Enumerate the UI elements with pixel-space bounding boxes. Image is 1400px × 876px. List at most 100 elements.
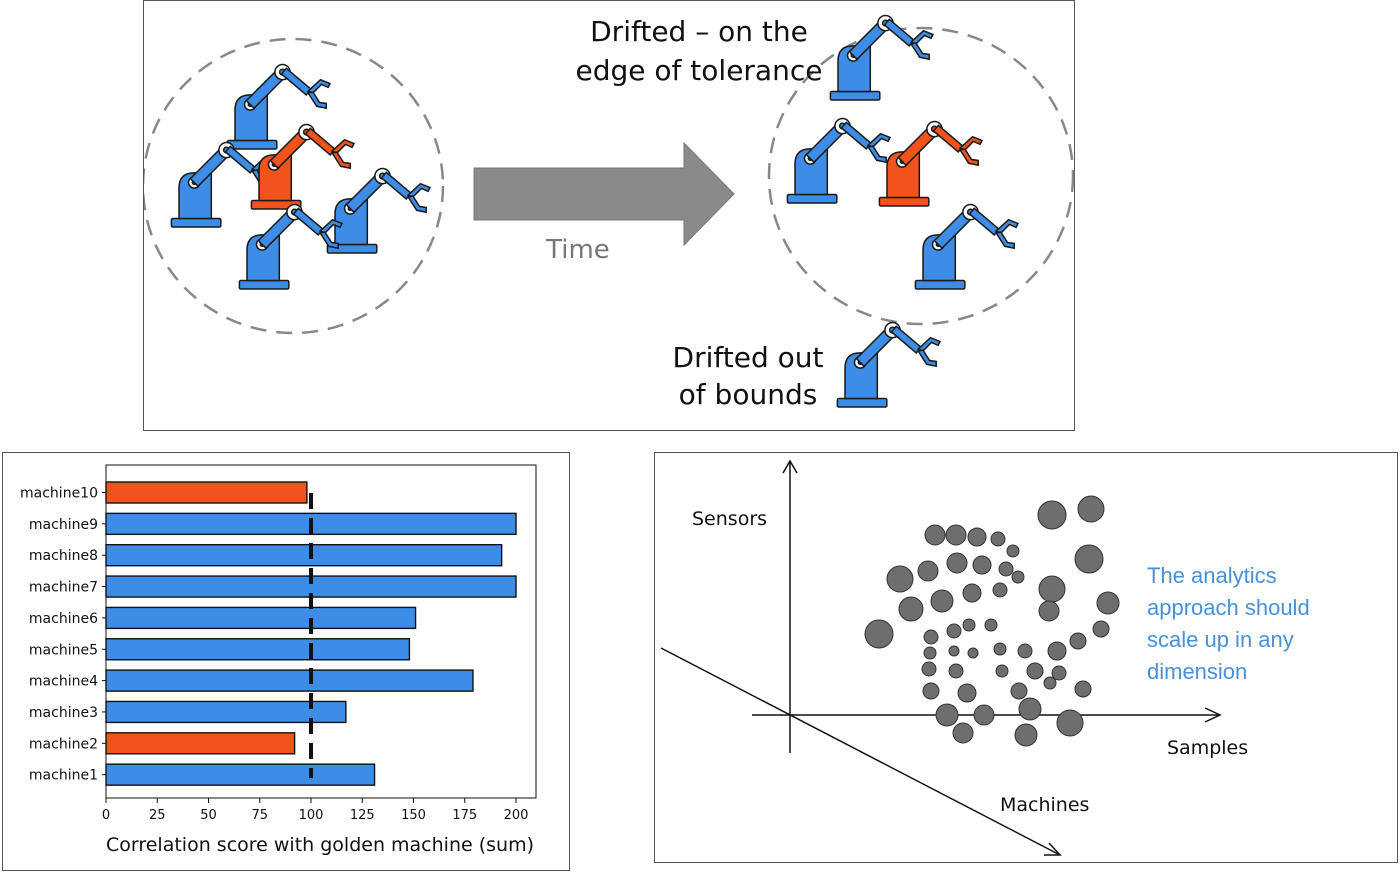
cluster-after-boundary <box>767 26 1075 326</box>
bubble <box>1074 544 1104 574</box>
bubble <box>898 596 924 622</box>
callout-line1: The analytics <box>1147 563 1277 588</box>
bubble <box>962 583 982 603</box>
machines-axis-label: Machines <box>1000 794 1089 816</box>
bubble <box>967 527 987 547</box>
bar-machine8 <box>105 543 503 567</box>
bubble <box>962 618 976 632</box>
machines-axis <box>660 647 1061 856</box>
bubble <box>1074 680 1092 698</box>
x-axis-label: Correlation score with golden machine (s… <box>106 834 534 856</box>
correlation-chart-panel: 0 25 50 75 100 125 150 175 200 machine1 machine2 m… <box>2 452 570 871</box>
tolerance-label-line1: Drifted – on the <box>590 15 808 48</box>
category-label: machine1 <box>29 768 98 784</box>
bubble <box>923 646 937 660</box>
category-label: machine4 <box>29 674 98 690</box>
x-tick-label: 125 <box>350 808 375 823</box>
bubble <box>1069 632 1087 650</box>
correlation-bar-chart: 0 25 50 75 100 125 150 175 200 machine1 machine2 m… <box>20 464 537 856</box>
plot-area <box>105 464 537 799</box>
dimensions-panel: Sensors Samples Machines The analytics a… <box>654 452 1398 863</box>
bubble <box>1092 620 1110 638</box>
category-label: machine10 <box>20 486 98 502</box>
callout-line3: scale up in any <box>1147 627 1294 652</box>
bubble <box>1006 544 1020 558</box>
bubble <box>1010 682 1028 700</box>
robot-icon <box>786 117 891 204</box>
callout-line2: approach should <box>1147 595 1310 620</box>
bubble <box>1018 697 1042 721</box>
category-label: machine3 <box>29 705 98 721</box>
bubble <box>1014 723 1038 747</box>
bubble <box>948 645 960 657</box>
tolerance-label-line2: edge of tolerance <box>576 54 823 87</box>
bubble <box>886 565 914 593</box>
bubble <box>948 663 964 679</box>
bubble <box>923 629 939 645</box>
bubble <box>1043 676 1057 690</box>
bubble <box>952 722 974 744</box>
bubble <box>945 524 967 546</box>
robot-icon <box>238 203 343 290</box>
robot-icon <box>326 167 431 254</box>
bubble <box>973 704 995 726</box>
bubble <box>992 582 1008 598</box>
bar-machine6 <box>105 606 417 630</box>
x-tick-label: 100 <box>299 808 324 823</box>
bubble <box>1011 570 1025 584</box>
bubble <box>1077 495 1105 523</box>
bubble <box>1037 500 1067 530</box>
time-arrow-icon <box>473 141 735 247</box>
x-tick-label: 0 <box>102 808 110 823</box>
bubble <box>1047 641 1067 661</box>
bubble <box>1038 575 1066 603</box>
bubble <box>995 664 1009 678</box>
drift-diagram-panel: Time Drifted – on the edge of tolerance … <box>141 0 1075 431</box>
bar-machine10 <box>105 481 308 504</box>
bubble <box>930 589 954 613</box>
x-tick-label: 150 <box>401 808 426 823</box>
bubble <box>946 623 962 639</box>
drift-diagram: Time Drifted – on the edge of tolerance … <box>141 14 1075 411</box>
robot-icon-drifting <box>878 120 983 207</box>
bubble <box>935 703 959 727</box>
bubble <box>864 619 894 649</box>
robot-icon-out-of-bounds <box>836 321 941 408</box>
bubble <box>967 647 979 659</box>
data-bubbles <box>864 495 1120 747</box>
x-tick-label: 75 <box>251 808 268 823</box>
bubble <box>946 552 968 574</box>
bubble <box>1017 643 1033 659</box>
bubble <box>917 560 939 582</box>
bubble <box>972 555 992 575</box>
bubble <box>921 661 937 677</box>
bubble <box>1051 665 1067 681</box>
bar-machine1 <box>105 763 376 786</box>
bubble <box>922 682 940 700</box>
time-label: Time <box>545 235 610 265</box>
bubble <box>990 531 1006 547</box>
bubble <box>924 524 946 546</box>
category-label: machine2 <box>29 736 98 752</box>
category-label: machine8 <box>29 548 98 564</box>
out-of-bounds-label-line2: of bounds <box>679 378 818 411</box>
sensors-axis-label: Sensors <box>692 508 767 530</box>
bar-machine5 <box>105 638 411 661</box>
bubble <box>1038 600 1060 622</box>
bubble <box>984 618 998 632</box>
out-of-bounds-label-line1: Drifted out <box>673 341 824 374</box>
x-tick-label: 25 <box>149 808 166 823</box>
bar-machine4 <box>105 669 474 692</box>
category-label: machine9 <box>29 517 98 533</box>
cluster-before-boundary <box>141 37 445 335</box>
bubble <box>1026 662 1044 680</box>
category-label: machine7 <box>29 580 98 596</box>
bubble <box>998 561 1014 577</box>
x-tick-label: 175 <box>452 808 477 823</box>
bubble <box>957 683 977 703</box>
robot-icon <box>914 203 1019 290</box>
category-label: machine6 <box>29 611 98 627</box>
bar-machine2 <box>105 732 296 755</box>
dimensions-diagram: Sensors Samples Machines The analytics a… <box>660 459 1310 856</box>
category-label: machine5 <box>29 642 98 658</box>
